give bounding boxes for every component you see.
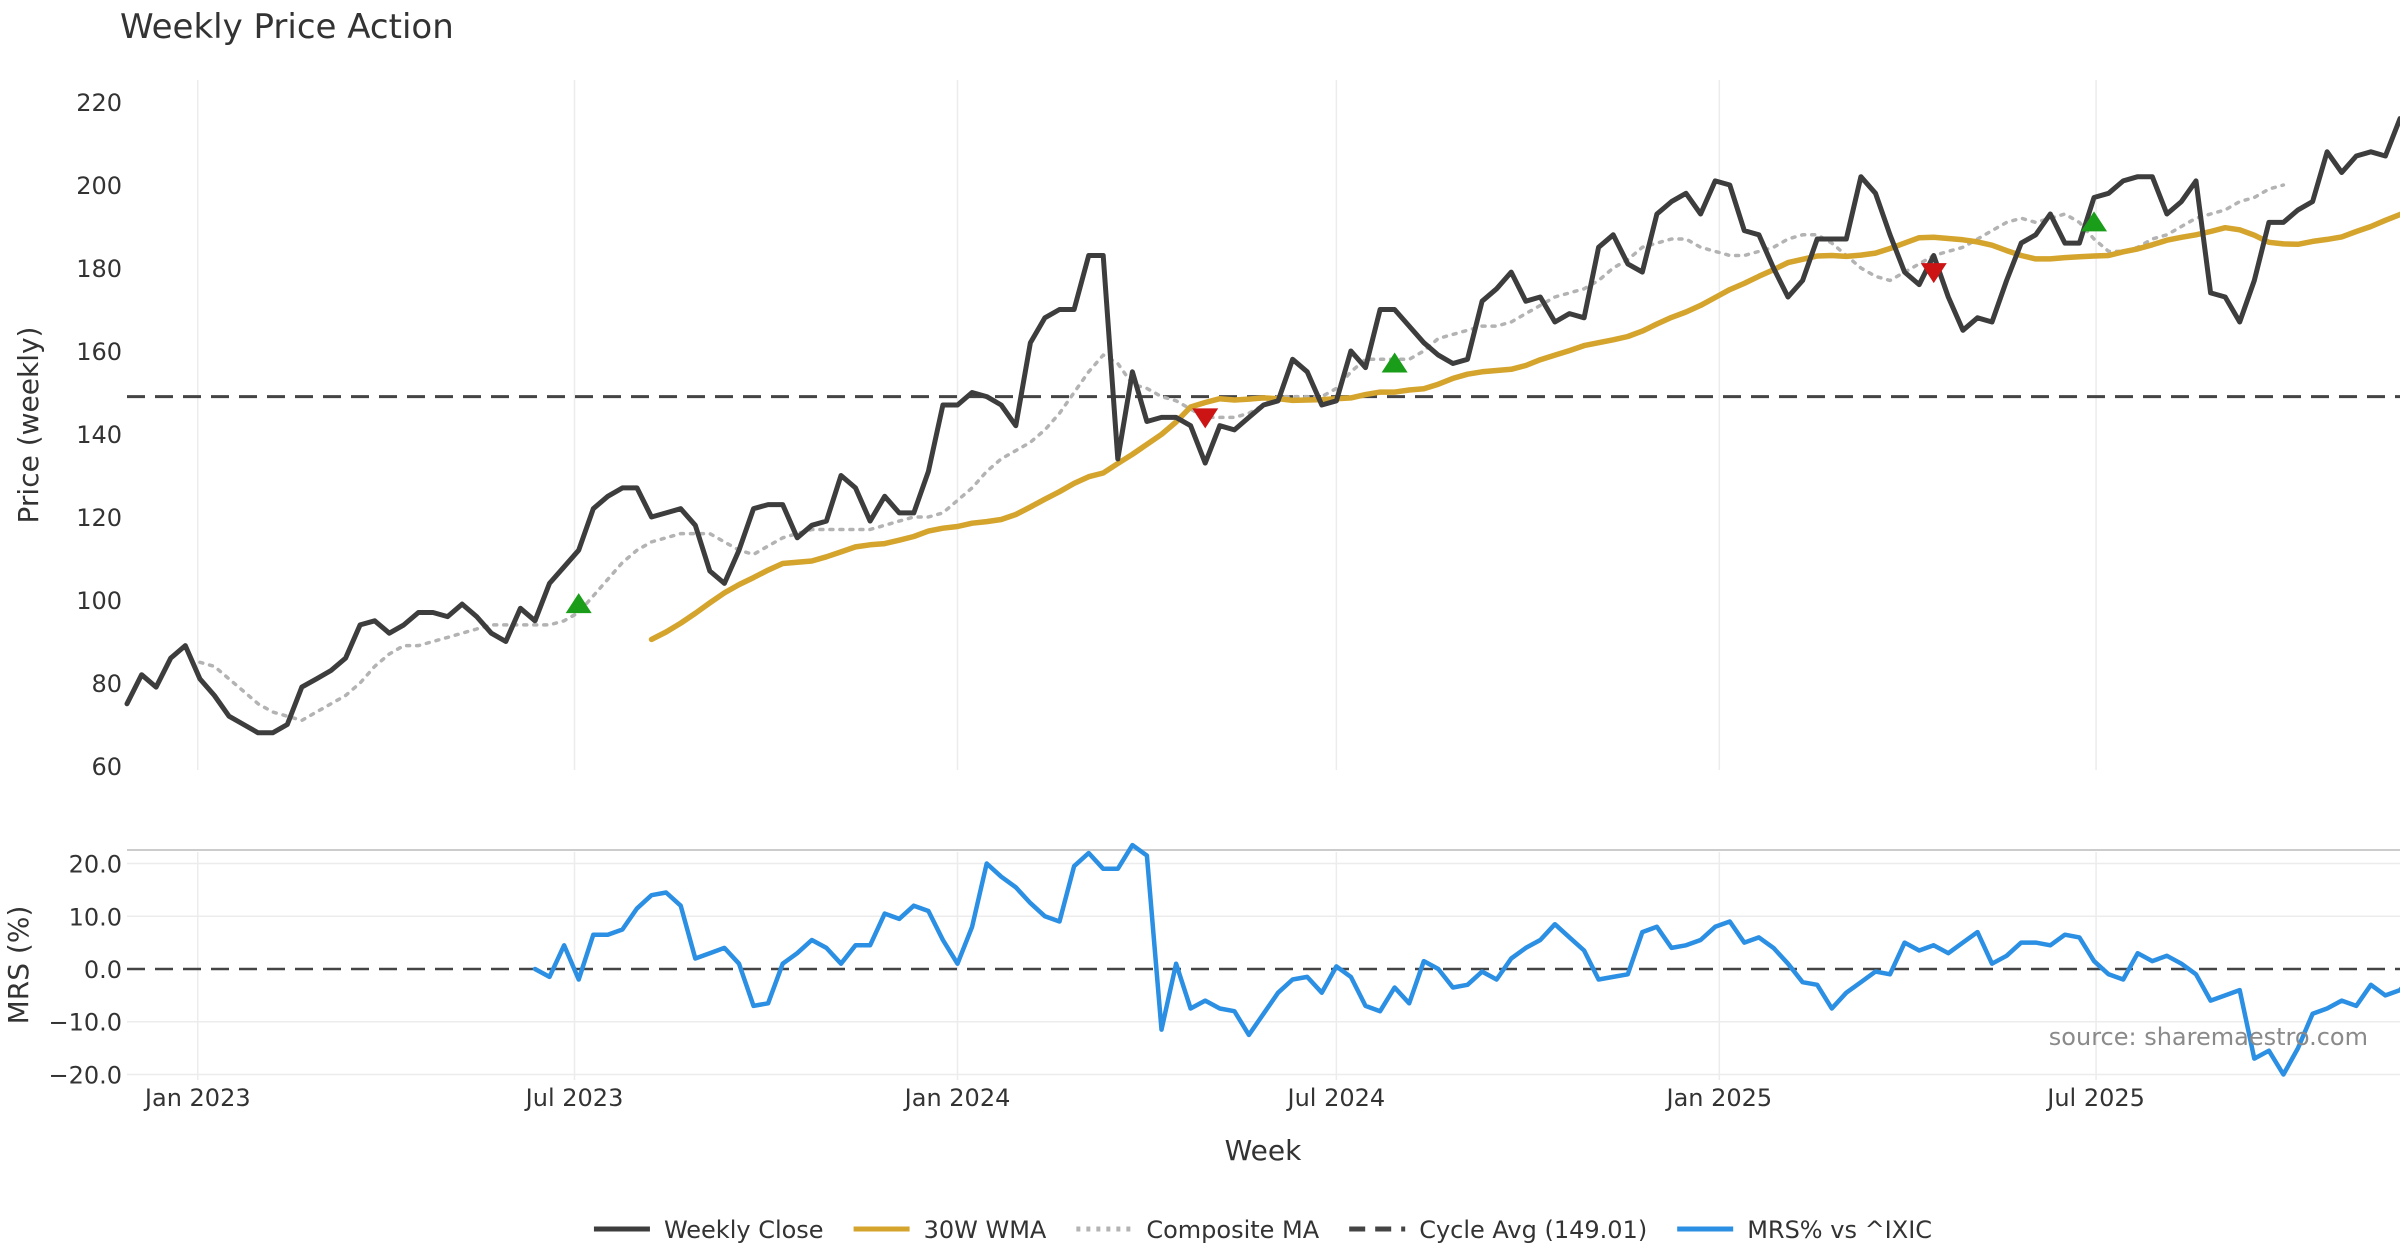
legend-label: Weekly Close: [664, 1216, 824, 1244]
legend-label: Cycle Avg (149.01): [1419, 1216, 1647, 1244]
price-y-tick-label: 180: [76, 255, 122, 283]
legend-item-weekly-close: Weekly Close: [593, 1216, 824, 1244]
mrs-y-axis-title: MRS (%): [2, 906, 35, 1025]
buy-signal-marker: [1381, 352, 1408, 373]
legend-item-mrs-vs-ixic: MRS% vs ^IXIC: [1677, 1216, 1932, 1244]
mrs-y-tick-label: −10.0: [48, 1009, 122, 1037]
price-y-tick-label: 160: [76, 338, 122, 366]
price-y-tick-label: 60: [91, 753, 122, 781]
price-y-tick-label: 100: [76, 587, 122, 615]
legend-label: 30W WMA: [924, 1216, 1047, 1244]
mrs-y-tick-label: 20.0: [69, 851, 122, 879]
x-tick-label: Jul 2023: [524, 1084, 624, 1112]
x-axis-title: Week: [1225, 1134, 1302, 1167]
legend-label: Composite MA: [1146, 1216, 1319, 1244]
x-tick-label: Jan 2023: [143, 1084, 251, 1112]
x-tick-label: Jan 2025: [1664, 1084, 1772, 1112]
price-y-tick-label: 220: [76, 89, 122, 117]
price-y-tick-label: 140: [76, 421, 122, 449]
mrs-y-tick-label: −20.0: [48, 1061, 122, 1089]
legend: Weekly Close 30W WMA Composite MA Cycle Avg…: [593, 1216, 1932, 1244]
series-mrs-vs-ixic: [532, 842, 2400, 1077]
mrs-panel: −20.0 −10.0 0.0 10.0 20.0 Jan 2023 Jul 2023 Jan…: [48, 842, 2400, 1112]
price-y-tick-label: 80: [91, 670, 122, 698]
chart-title: Weekly Price Action: [120, 7, 454, 47]
buy-signal-marker: [565, 593, 592, 614]
x-tick-label: Jul 2024: [1286, 1084, 1386, 1112]
legend-item-30w-wma: 30W WMA: [853, 1216, 1047, 1244]
sell-signal-marker: [1192, 408, 1219, 429]
price-y-tick-label: 200: [76, 172, 122, 200]
source-annotation: source: sharemaestro.com: [2049, 1023, 2368, 1051]
buy-signal-marker: [2081, 211, 2108, 232]
sell-signal-marker: [1920, 263, 1947, 284]
legend-label: MRS% vs ^IXIC: [1747, 1216, 1932, 1244]
series-weekly-close: [124, 116, 2400, 736]
price-y-axis-title: Price (weekly): [12, 327, 45, 524]
legend-item-cycle-avg-149-01: Cycle Avg (149.01): [1349, 1216, 1647, 1244]
x-tick-label: Jan 2024: [903, 1084, 1011, 1112]
price-y-tick-label: 120: [76, 504, 122, 532]
series-composite-ma: [198, 183, 2286, 723]
mrs-y-tick-label: 0.0: [84, 956, 122, 984]
price-panel: 60 80 100 120 140 160 180 200 220: [76, 80, 2400, 781]
x-tick-label: Jul 2025: [2045, 1084, 2145, 1112]
series-30w-wma: [648, 211, 2400, 643]
legend-item-composite-ma: Composite MA: [1076, 1216, 1320, 1244]
mrs-y-tick-label: 10.0: [69, 903, 122, 931]
